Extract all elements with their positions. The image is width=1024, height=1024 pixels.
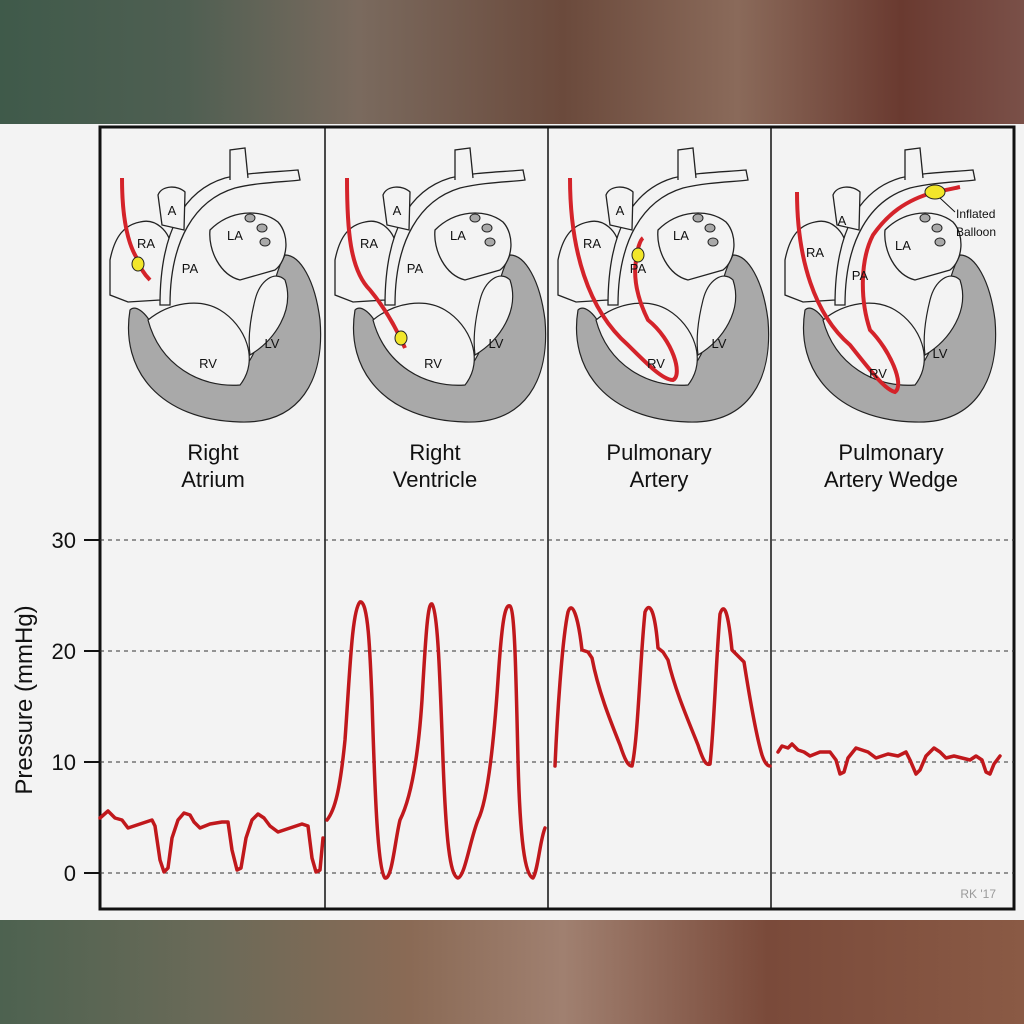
panel-title: Artery	[630, 467, 689, 492]
label-lv: LV	[265, 336, 280, 351]
label-aorta: A	[393, 203, 402, 218]
balloon-pointer	[939, 197, 956, 213]
background-blur-bottom	[0, 920, 1024, 1024]
panel-title: Pulmonary	[606, 440, 711, 465]
waveform-right-atrium	[98, 809, 325, 874]
y-axis-label: Pressure (mmHg)	[11, 605, 38, 794]
label-aorta: A	[168, 203, 177, 218]
heart-diagram-right-atrium	[109, 147, 322, 423]
y-tick-label: 0	[64, 861, 76, 886]
label-lv: LV	[489, 336, 504, 351]
label-la: LA	[895, 238, 911, 253]
balloon-label: Balloon	[956, 225, 996, 239]
gridlines	[100, 539, 1014, 874]
heart-diagram-wedge	[784, 147, 997, 423]
waveform-right-ventricle	[325, 600, 547, 880]
background-blur-top	[0, 0, 1024, 124]
label-ra: RA	[583, 236, 601, 251]
label-ra: RA	[360, 236, 378, 251]
label-la: LA	[673, 228, 689, 243]
panel-title: Pulmonary	[838, 440, 943, 465]
label-la: LA	[227, 228, 243, 243]
panel-title: Ventricle	[393, 467, 477, 492]
label-rv: RV	[647, 356, 665, 371]
heart-diagram-right-ventricle	[334, 147, 547, 423]
label-la: LA	[450, 228, 466, 243]
label-rv: RV	[199, 356, 217, 371]
y-tick-label: 30	[52, 528, 76, 553]
panel-title: Atrium	[181, 467, 245, 492]
label-pa: PA	[852, 268, 869, 283]
panel-title: Artery Wedge	[824, 467, 958, 492]
waveform-pulmonary-artery	[553, 605, 772, 768]
y-tick-label: 20	[52, 639, 76, 664]
balloon-label: Inflated	[956, 207, 995, 221]
label-rv: RV	[424, 356, 442, 371]
waveform-pulmonary-artery-wedge	[776, 742, 1002, 776]
label-pa: PA	[630, 261, 647, 276]
heart-diagram-pulmonary-artery	[557, 147, 770, 423]
label-rv: RV	[869, 366, 887, 381]
label-ra: RA	[137, 236, 155, 251]
panel-title: Right	[187, 440, 238, 465]
label-ra: RA	[806, 245, 824, 260]
label-lv: LV	[933, 346, 948, 361]
panel-title: Right	[409, 440, 460, 465]
signature: RK '17	[960, 887, 996, 901]
label-aorta: A	[838, 213, 847, 228]
y-tick-label: 10	[52, 750, 76, 775]
figure-frame	[98, 125, 1016, 911]
label-pa: PA	[407, 261, 424, 276]
label-pa: PA	[182, 261, 199, 276]
y-ticks	[84, 539, 100, 874]
label-aorta: A	[616, 203, 625, 218]
label-lv: LV	[712, 336, 727, 351]
